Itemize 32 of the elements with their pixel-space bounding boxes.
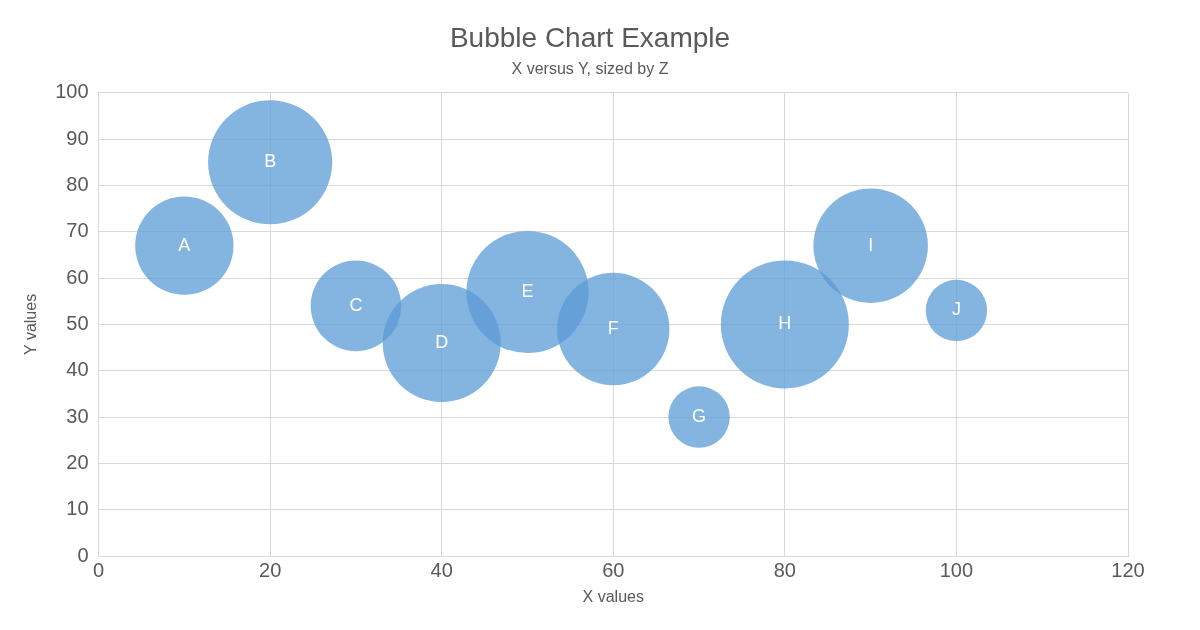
annotation: B bbox=[264, 151, 277, 172]
y-tick-label: 40 bbox=[66, 358, 89, 381]
annotation: D bbox=[435, 331, 449, 352]
annotation: F bbox=[607, 318, 619, 338]
x-tick-label: 120 bbox=[1111, 558, 1145, 581]
y-axis-title: Y values bbox=[22, 293, 40, 355]
y-tick-label: 0 bbox=[77, 543, 89, 566]
annotation: J bbox=[951, 299, 961, 320]
y-tick-label: 10 bbox=[66, 497, 89, 520]
y-tick-label: 60 bbox=[66, 265, 89, 288]
annotation: I bbox=[868, 234, 874, 255]
annotation: H bbox=[778, 313, 792, 334]
y-tick-label: 80 bbox=[66, 172, 89, 195]
annotation: E bbox=[521, 280, 534, 301]
annotation: G bbox=[692, 406, 707, 427]
y-tick-label: 50 bbox=[66, 311, 89, 334]
y-tick-label: 100 bbox=[55, 80, 89, 103]
x-tick-label: 0 bbox=[93, 558, 105, 581]
x-tick-label: 80 bbox=[773, 558, 796, 581]
y-tick-label: 20 bbox=[66, 450, 89, 473]
x-axis-title: X values bbox=[582, 588, 644, 606]
chart-subtitle: X versus Y, sized by Z bbox=[511, 59, 669, 77]
annotation: A bbox=[178, 234, 191, 255]
x-tick-label: 100 bbox=[939, 558, 974, 581]
chart-title: Bubble Chart Example bbox=[449, 21, 731, 53]
annotation: C bbox=[349, 294, 363, 315]
y-tick-label: 90 bbox=[66, 126, 89, 149]
x-tick-label: 60 bbox=[602, 558, 625, 581]
y-tick-label: 30 bbox=[66, 404, 89, 427]
x-tick-label: 40 bbox=[430, 558, 453, 581]
x-tick-label: 20 bbox=[259, 558, 282, 581]
y-tick-label: 70 bbox=[66, 219, 89, 242]
